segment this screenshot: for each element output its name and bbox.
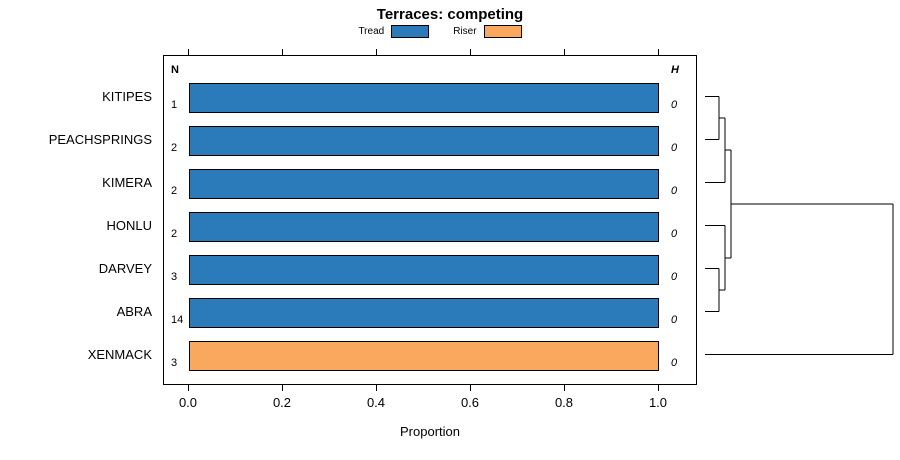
h-value: 0	[671, 227, 678, 240]
y-axis-label: HONLU	[106, 217, 152, 233]
n-value: 1	[171, 98, 178, 111]
y-axis-label: KITIPES	[102, 88, 152, 104]
h-value: 0	[671, 98, 678, 111]
legend-item-riser: Riser	[453, 25, 522, 38]
x-axis-tick-bottom	[564, 385, 565, 391]
bar-tread	[189, 211, 659, 242]
h-value: 0	[671, 141, 678, 154]
x-axis-tick-bottom	[470, 385, 471, 391]
bar-tread	[189, 168, 659, 199]
n-value: 3	[171, 270, 178, 283]
bar-tread	[189, 297, 659, 328]
bar-riser	[189, 340, 659, 371]
x-axis-tick-bottom	[376, 385, 377, 391]
x-axis-tick-top	[376, 49, 377, 55]
n-column-header: N	[171, 64, 179, 76]
n-value: 14	[171, 313, 184, 326]
bar-tread	[189, 82, 659, 113]
x-axis-tick-top	[282, 49, 283, 55]
dendrogram-middle-cluster	[705, 225, 731, 312]
n-value: 2	[171, 184, 178, 197]
x-axis-tick-top	[658, 49, 659, 55]
x-axis-tick-label: 0.0	[178, 395, 198, 410]
x-axis-title: Proportion	[400, 424, 460, 439]
legend: Tread Riser	[0, 25, 880, 38]
legend-item-tread: Tread	[358, 25, 430, 38]
h-value: 0	[671, 184, 678, 197]
chart-title: Terraces: competing	[376, 6, 524, 23]
x-axis-tick-label: 0.4	[366, 395, 386, 410]
x-axis-tick-label: 0.2	[272, 395, 292, 410]
x-axis-tick-label: 1.0	[648, 395, 668, 410]
x-axis-tick-top	[564, 49, 565, 55]
x-axis-tick-bottom	[188, 385, 189, 391]
bar-tread	[189, 125, 659, 156]
dendrogram-root	[705, 150, 894, 355]
dendrogram-top-cluster	[705, 96, 731, 183]
x-axis-tick-bottom	[658, 385, 659, 391]
x-axis-tick-label: 0.6	[460, 395, 480, 410]
h-value: 0	[671, 270, 678, 283]
x-axis-tick-top	[188, 49, 189, 55]
h-column-header: H	[671, 64, 679, 76]
y-axis-label: XENMACK	[87, 346, 152, 362]
h-value: 0	[671, 356, 678, 369]
y-axis-label: ABRA	[116, 303, 152, 319]
y-axis-label: KIMERA	[102, 174, 152, 190]
bar-tread	[189, 254, 659, 285]
y-axis-label: DARVEY	[98, 260, 152, 276]
n-value: 2	[171, 141, 178, 154]
h-value: 0	[671, 313, 678, 326]
plot-area: N H 1 0 2 0 2 0 2 0 3 0 14 0 3 0	[163, 55, 697, 385]
dendrogram	[705, 96, 894, 355]
x-axis-tick-bottom	[282, 385, 283, 391]
x-axis-tick-label: 0.8	[554, 395, 574, 410]
n-value: 2	[171, 227, 178, 240]
y-axis-label: PEACHSPRINGS	[48, 131, 152, 147]
riser-swatch	[483, 25, 522, 38]
tread-swatch	[391, 25, 430, 38]
legend-label-riser: Riser	[453, 26, 477, 37]
x-axis-tick-top	[470, 49, 471, 55]
legend-label-tread: Tread	[358, 26, 385, 37]
n-value: 3	[171, 356, 178, 369]
